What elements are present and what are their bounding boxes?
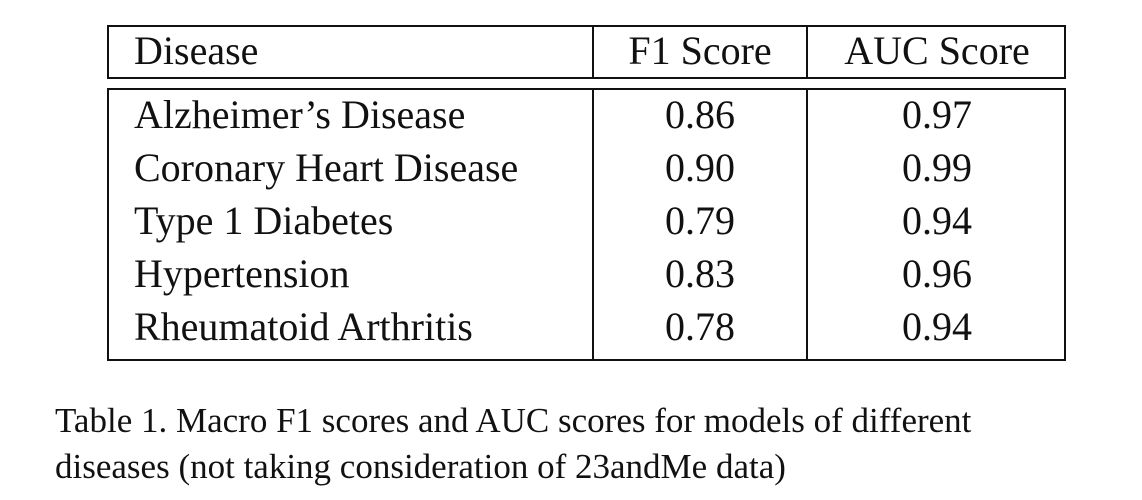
row-auc: 0.96 [902,251,972,296]
table-body-box [107,88,1066,361]
header-disease: Disease [134,28,259,73]
row-auc: 0.99 [902,145,972,190]
row-auc: 0.97 [902,92,972,137]
row-disease: Rheumatoid Arthritis [134,304,473,349]
header-f1-score: F1 Score [628,28,772,73]
header-divider-1 [592,25,594,79]
caption-line-2: diseases (not taking consideration of 23… [55,447,786,486]
row-f1: 0.79 [665,198,735,243]
table-caption: Table 1. Macro F1 scores and AUC scores … [55,398,1135,490]
caption-line-1: Table 1. Macro F1 scores and AUC scores … [55,401,972,440]
body-divider-1 [592,88,594,361]
row-disease: Type 1 Diabetes [134,198,394,243]
row-disease: Coronary Heart Disease [134,145,519,190]
row-f1: 0.78 [665,304,735,349]
header-divider-2 [806,25,808,79]
row-disease: Hypertension [134,251,350,296]
row-f1: 0.86 [665,92,735,137]
row-f1: 0.83 [665,251,735,296]
results-table: Disease F1 Score AUC Score Alzheimer’s D… [107,25,1068,361]
header-auc-score: AUC Score [844,28,1030,73]
table-header-box [107,25,1066,79]
body-divider-2 [806,88,808,361]
row-disease: Alzheimer’s Disease [134,92,466,137]
row-auc: 0.94 [902,198,972,243]
row-f1: 0.90 [665,145,735,190]
row-auc: 0.94 [902,304,972,349]
